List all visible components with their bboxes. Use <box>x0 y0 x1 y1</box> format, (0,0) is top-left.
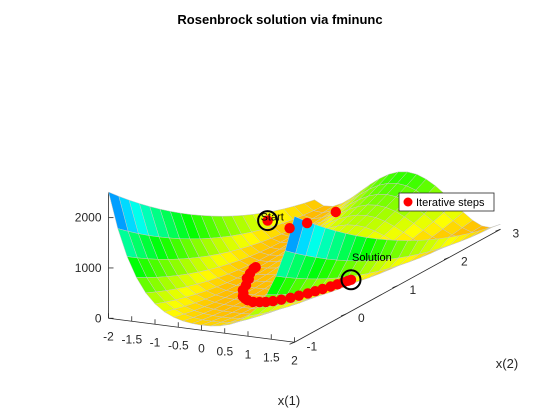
surface-mesh <box>108 171 501 327</box>
iterative-step-point <box>317 283 328 295</box>
x-tick-label: 1.5 <box>263 350 280 364</box>
x-axis-label: x(1) <box>278 393 300 408</box>
iterative-step-point <box>285 292 296 303</box>
x-tick-label: -1 <box>150 335 161 349</box>
z-tick-label: 0 <box>95 311 102 325</box>
y-tick-label: 2 <box>461 255 468 269</box>
x-tick-label: 1 <box>245 347 252 361</box>
x-tick-label: 0.5 <box>216 344 233 358</box>
axis-ticks: -2 -1.5 -1 -0.5 0 0.5 1 1.5 2 -1 0 1 2 3 0 1000 2000 <box>75 211 520 368</box>
annotations: Start Solution <box>257 210 392 291</box>
x-tick-label: 2 <box>291 353 298 367</box>
legend: Iterative steps <box>398 192 495 212</box>
y-tick-label: -1 <box>307 339 318 353</box>
iterative-step-point <box>330 206 341 218</box>
legend-label: Iterative steps <box>416 197 485 209</box>
z-tick-label: 2000 <box>75 211 102 225</box>
iterative-step-point <box>284 223 295 234</box>
legend-marker <box>403 197 413 207</box>
iterative-step-point <box>276 294 287 305</box>
x-tick-label: -0.5 <box>168 338 189 352</box>
y-axis-label: x(2) <box>496 356 518 371</box>
y-tick-label: 0 <box>358 311 365 325</box>
solution-label: Solution <box>352 252 392 264</box>
y-tick-label: 1 <box>410 283 417 297</box>
x-tick-label: -1.5 <box>121 332 142 346</box>
chart-title: Rosenbrock solution via fminunc <box>177 12 382 27</box>
iterative-step-point <box>301 217 313 229</box>
y-tick-label: 3 <box>513 226 520 240</box>
x-tick-label: 0 <box>198 341 205 355</box>
z-tick-label: 1000 <box>75 261 102 275</box>
iterative-steps-series <box>237 206 357 308</box>
iterative-step-point <box>267 295 279 307</box>
iterative-step-point <box>293 290 305 301</box>
iterative-step-point <box>262 215 273 226</box>
iterative-step-point <box>345 274 357 285</box>
start-label: Start <box>261 212 284 224</box>
solution-ring <box>340 269 362 291</box>
x-tick-label: -2 <box>103 329 114 343</box>
legend-box <box>398 192 495 212</box>
start-ring <box>257 210 279 232</box>
